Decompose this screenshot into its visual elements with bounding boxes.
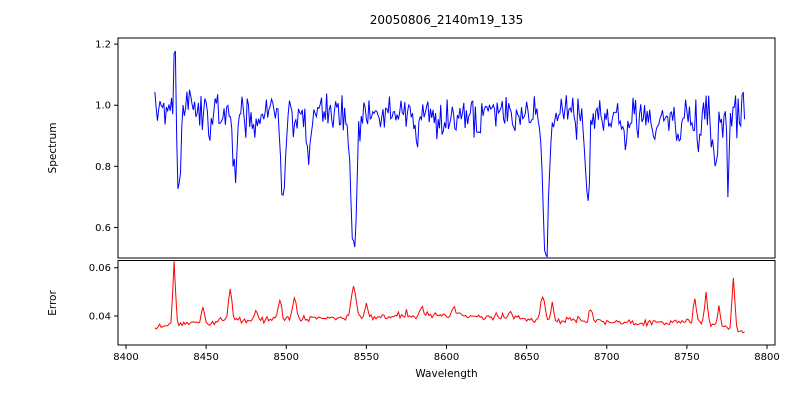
svg-text:8750: 8750: [674, 352, 699, 363]
svg-text:8800: 8800: [754, 352, 779, 363]
svg-text:0.6: 0.6: [95, 223, 111, 234]
svg-text:8500: 8500: [274, 352, 299, 363]
svg-text:0.06: 0.06: [89, 263, 111, 274]
svg-text:1.0: 1.0: [95, 101, 111, 112]
svg-text:1.2: 1.2: [95, 40, 111, 51]
svg-text:8650: 8650: [514, 352, 539, 363]
svg-text:0.8: 0.8: [95, 162, 111, 173]
svg-text:8400: 8400: [113, 352, 138, 363]
chart-title: 20050806_2140m19_135: [369, 13, 524, 27]
svg-text:8700: 8700: [594, 352, 619, 363]
svg-text:8600: 8600: [434, 352, 459, 363]
svg-text:8550: 8550: [354, 352, 379, 363]
svg-text:8450: 8450: [193, 352, 218, 363]
x-axis-label: Wavelength: [415, 368, 478, 380]
svg-text:0.04: 0.04: [89, 312, 111, 323]
